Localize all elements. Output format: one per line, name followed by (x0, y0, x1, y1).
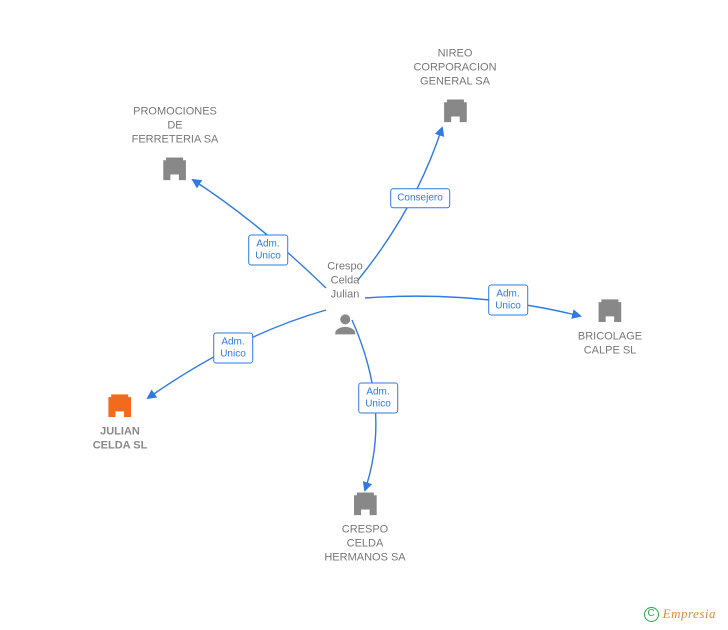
edge-label-nireo-corporacion: Consejero (390, 188, 450, 208)
node-label: NIREO CORPORACION GENERAL SA (413, 47, 496, 88)
copyright-icon: C (644, 607, 659, 622)
center-node-label: Crespo Celda Julian (327, 260, 362, 301)
building-icon (593, 292, 627, 326)
building-icon (103, 387, 137, 421)
building-icon (348, 485, 382, 519)
node-label: PROMOCIONES DE FERRETERIA SA (132, 105, 219, 146)
building-icon (158, 151, 192, 185)
node-label: JULIAN CELDA SL (93, 425, 148, 453)
node-bricolage-calpe[interactable]: BRICOLAGE CALPE SL (578, 292, 642, 358)
node-crespo-celda-hermanos[interactable]: CRESPO CELDA HERMANOS SA (324, 485, 405, 564)
edge-label-crespo-celda-hermanos: Adm. Unico (358, 383, 398, 414)
attribution: C Empresia (644, 606, 716, 622)
node-label: BRICOLAGE CALPE SL (578, 330, 642, 358)
building-icon (438, 93, 472, 127)
edge-bricolage-calpe (365, 296, 580, 316)
node-julian-celda[interactable]: JULIAN CELDA SL (93, 387, 148, 453)
node-label: CRESPO CELDA HERMANOS SA (324, 523, 405, 564)
edge-label-julian-celda: Adm. Unico (213, 333, 253, 364)
node-promociones-ferreteria[interactable]: PROMOCIONES DE FERRETERIA SA (132, 105, 219, 184)
edge-label-promociones-ferreteria: Adm. Unico (248, 235, 288, 266)
node-nireo-corporacion[interactable]: NIREO CORPORACION GENERAL SA (413, 47, 496, 126)
person-icon (330, 310, 360, 340)
edge-label-bricolage-calpe: Adm. Unico (488, 285, 528, 316)
brand-name: Empresia (663, 606, 716, 622)
network-diagram: Crespo Celda Julian PROMOCIONES DE FERRET… (0, 0, 728, 630)
center-node[interactable]: Crespo Celda Julian (327, 260, 362, 339)
